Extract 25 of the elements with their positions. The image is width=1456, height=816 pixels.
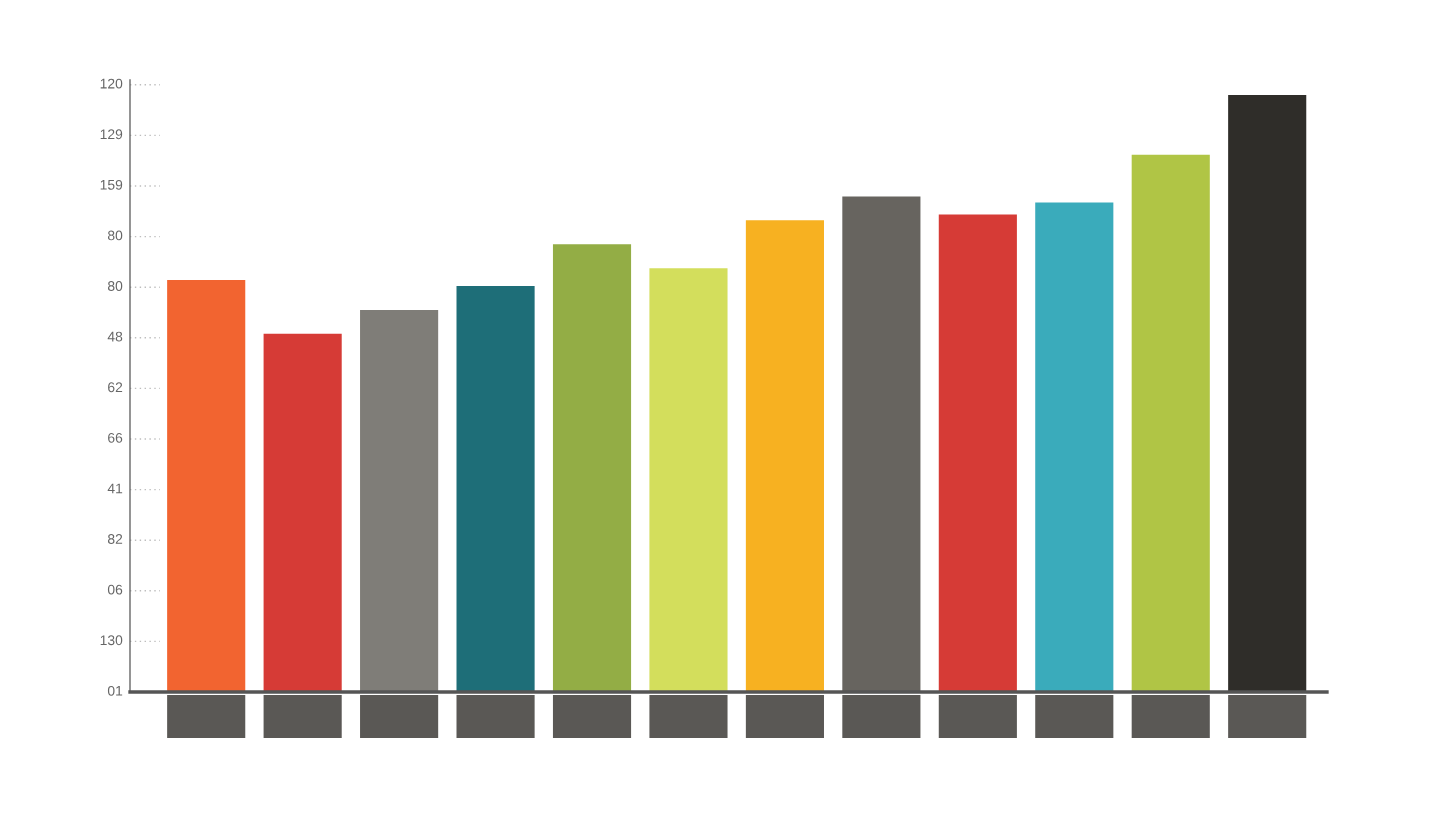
text: 62 <box>108 382 123 393</box>
bar <box>1228 95 1307 692</box>
bar <box>1035 202 1114 692</box>
text: 80 <box>107 281 123 291</box>
bar <box>938 214 1017 692</box>
bar <box>745 220 824 692</box>
bar <box>263 333 342 692</box>
text: 120 <box>100 78 123 89</box>
text: 41 <box>107 483 123 494</box>
text: 159 <box>100 179 123 190</box>
text: 01 <box>107 685 123 696</box>
text: 130 <box>100 635 123 646</box>
text: 129 <box>100 129 123 140</box>
bar <box>649 268 728 692</box>
text: 06 <box>107 584 123 595</box>
text: 66 <box>108 432 123 443</box>
bar <box>167 280 246 692</box>
bar <box>1131 154 1210 692</box>
bar <box>842 196 921 692</box>
text: 80 <box>107 230 123 241</box>
bar <box>456 286 535 692</box>
text: 48 <box>107 331 123 342</box>
text: 82 <box>107 534 123 544</box>
bar <box>360 309 439 692</box>
bar <box>552 244 632 692</box>
